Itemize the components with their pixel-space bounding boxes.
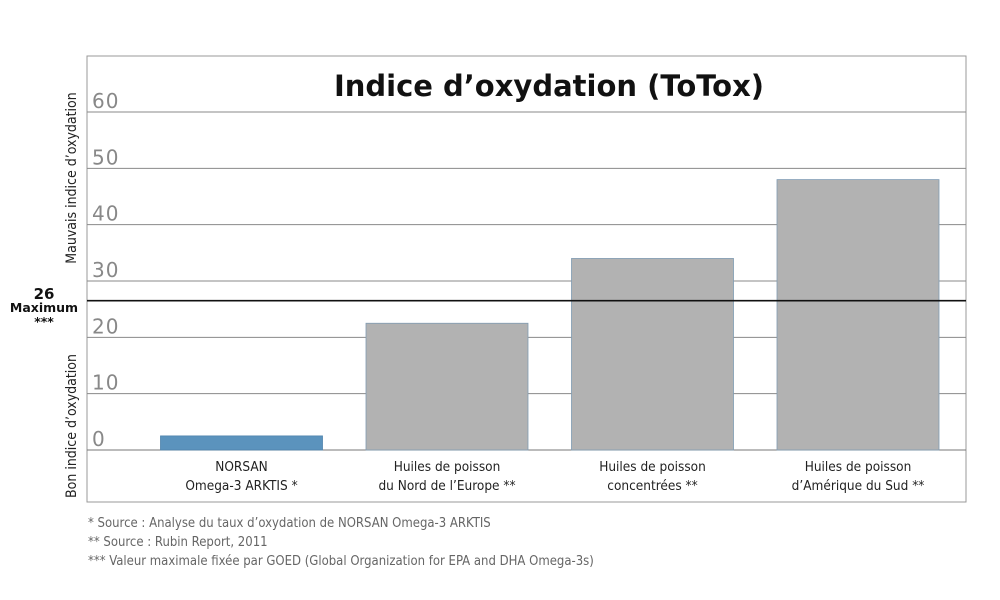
- bars: [160, 179, 940, 451]
- side-label-upper: Mauvais indice d’oxydation: [64, 92, 80, 263]
- side-label-lower: Bon indice d’oxydation: [64, 354, 80, 498]
- bar-1: [160, 435, 323, 451]
- footnotes: * Source : Analyse du taux d’oxydation d…: [88, 514, 594, 571]
- y-tick-label: 50: [92, 145, 119, 169]
- x-tick-label: NORSAN Omega-3 ARKTIS *: [185, 459, 297, 494]
- y-tick-label: 30: [92, 258, 119, 282]
- reference-label-1: 26: [34, 285, 55, 303]
- reference-label-3: ***: [34, 314, 54, 329]
- x-tick-label: Huiles de poisson concentrées **: [599, 459, 706, 494]
- x-tick-label: Huiles de poisson du Nord de l’Europe **: [378, 459, 515, 494]
- y-tick-label: 40: [92, 202, 119, 226]
- y-tick-label: 0: [92, 427, 106, 451]
- reference-label-2: Maximum: [10, 300, 78, 315]
- y-tick-label: 60: [92, 89, 119, 113]
- footnote-3: *** Valeur maximale fixée par GOED (Glob…: [88, 554, 594, 569]
- y-tick-label: 20: [92, 314, 119, 338]
- footnote-2: ** Source : Rubin Report, 2011: [88, 535, 268, 550]
- bar-2: [365, 322, 529, 451]
- chart-title: Indice d’oxydation (ToTox): [334, 69, 764, 103]
- bar-3: [571, 258, 734, 451]
- y-tick-label: 10: [92, 371, 119, 395]
- y-tick-labels: 0 10 20 30 40 50 60: [92, 89, 119, 451]
- oxidation-chart: 0 10 20 30 40 50 60 NORSAN Omega-3 ARKTIS * Huil…: [10, 55, 967, 503]
- x-tick-labels: NORSAN Omega-3 ARKTIS * Huiles de poisson d…: [185, 459, 924, 494]
- bar-4: [776, 179, 940, 451]
- footnote-1: * Source : Analyse du taux d’oxydation d…: [88, 516, 491, 531]
- x-tick-label: Huiles de poisson d’Amérique du Sud **: [792, 459, 925, 494]
